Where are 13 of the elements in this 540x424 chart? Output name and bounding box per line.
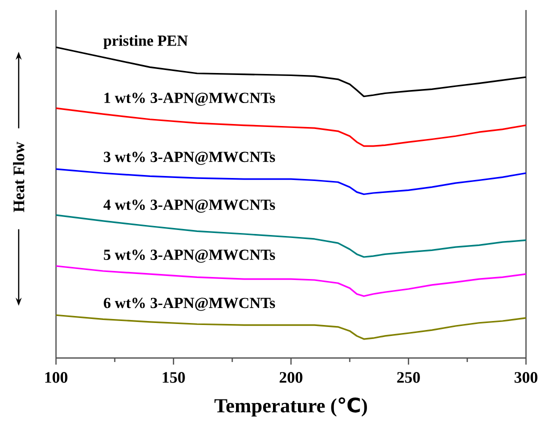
x-tick-label: 300: [514, 372, 538, 383]
x-axis-title: Temperature (℃): [214, 397, 367, 417]
y-axis-title: Heat Flow: [13, 142, 24, 212]
x-tick-label: 100: [45, 372, 68, 383]
x-tick-label: 250: [397, 372, 420, 383]
x-tick-label: 200: [280, 372, 302, 383]
x-tick-label: 150: [162, 372, 185, 383]
series-label: 4 wt% 3-APN@MWCNTs: [103, 200, 276, 213]
series-label: 5 wt% 3-APN@MWCNTs: [104, 250, 276, 263]
series-label: 3 wt% 3-APN@MWCNTs: [104, 152, 276, 165]
series-label: pristine PEN: [103, 35, 188, 49]
series-label: 1 wt% 3-APN@MWCNTs: [104, 92, 276, 106]
series-label: 6 wt% 3-APN@MWCNTs: [104, 298, 276, 311]
